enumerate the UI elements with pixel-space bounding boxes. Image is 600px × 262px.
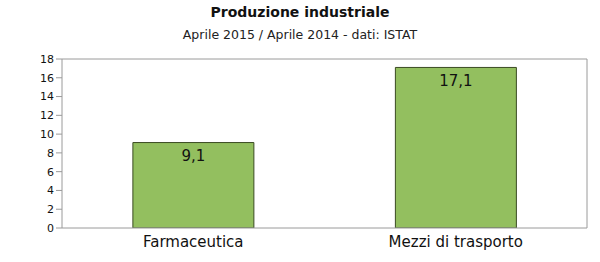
svg-text:2: 2 <box>47 203 54 216</box>
svg-text:8: 8 <box>47 147 54 160</box>
svg-text:14: 14 <box>40 90 54 103</box>
svg-text:12: 12 <box>40 109 54 122</box>
svg-text:Farmaceutica: Farmaceutica <box>143 233 244 251</box>
svg-text:10: 10 <box>40 128 54 141</box>
svg-text:18: 18 <box>40 53 54 66</box>
svg-text:4: 4 <box>47 184 54 197</box>
svg-text:16: 16 <box>40 72 54 85</box>
svg-text:9,1: 9,1 <box>181 147 205 165</box>
html-text:Produzione industriale: Produzione industriale <box>210 4 390 20</box>
svg-text:6: 6 <box>47 166 54 179</box>
svg-text:17,1: 17,1 <box>439 72 472 90</box>
svg-text:Mezzi di trasporto: Mezzi di trasporto <box>389 233 523 251</box>
html-text:Aprile 2015 / Aprile 2014 - da: Aprile 2015 / Aprile 2014 - dati: ISTAT <box>182 27 418 42</box>
svg-text:0: 0 <box>47 222 54 235</box>
